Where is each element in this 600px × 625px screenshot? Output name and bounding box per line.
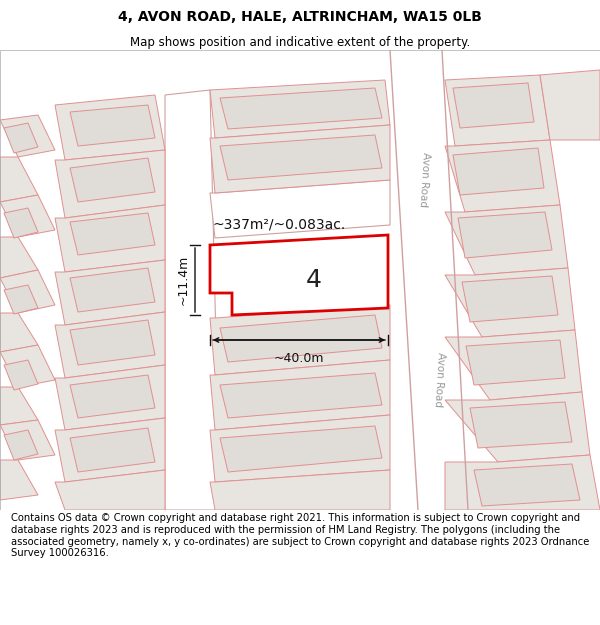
Polygon shape xyxy=(453,83,534,128)
Polygon shape xyxy=(445,75,550,146)
Polygon shape xyxy=(462,276,558,322)
Text: ~337m²/~0.083ac.: ~337m²/~0.083ac. xyxy=(212,218,346,232)
Polygon shape xyxy=(0,115,55,157)
Polygon shape xyxy=(445,455,600,510)
Polygon shape xyxy=(540,70,600,140)
Polygon shape xyxy=(210,180,390,238)
Polygon shape xyxy=(70,268,155,312)
Polygon shape xyxy=(0,270,55,313)
Polygon shape xyxy=(0,345,55,387)
Text: Avon Road: Avon Road xyxy=(433,352,446,408)
Polygon shape xyxy=(210,125,390,193)
Polygon shape xyxy=(55,150,165,218)
Text: 4, AVON ROAD, HALE, ALTRINCHAM, WA15 0LB: 4, AVON ROAD, HALE, ALTRINCHAM, WA15 0LB xyxy=(118,10,482,24)
Polygon shape xyxy=(70,158,155,202)
Polygon shape xyxy=(470,402,572,448)
Polygon shape xyxy=(220,315,382,362)
Polygon shape xyxy=(55,365,165,430)
Polygon shape xyxy=(55,260,165,325)
Polygon shape xyxy=(4,430,38,460)
Polygon shape xyxy=(220,88,382,129)
Polygon shape xyxy=(70,428,155,472)
Polygon shape xyxy=(70,213,155,255)
Polygon shape xyxy=(445,205,568,275)
Polygon shape xyxy=(70,320,155,365)
Polygon shape xyxy=(474,464,580,506)
Polygon shape xyxy=(55,205,165,272)
Text: ~40.0m: ~40.0m xyxy=(274,352,324,365)
Text: ~11.4m: ~11.4m xyxy=(176,255,190,305)
Polygon shape xyxy=(4,285,38,314)
Polygon shape xyxy=(210,235,388,315)
Polygon shape xyxy=(466,340,565,385)
Polygon shape xyxy=(445,140,560,212)
Polygon shape xyxy=(210,305,390,375)
Text: 4: 4 xyxy=(306,268,322,292)
Polygon shape xyxy=(4,123,38,153)
Polygon shape xyxy=(220,373,382,418)
Polygon shape xyxy=(55,470,165,510)
Polygon shape xyxy=(210,360,390,430)
Polygon shape xyxy=(70,375,155,418)
Polygon shape xyxy=(220,135,382,180)
Text: Avon Road: Avon Road xyxy=(418,152,431,208)
Polygon shape xyxy=(0,420,55,460)
Polygon shape xyxy=(0,237,38,278)
Polygon shape xyxy=(0,157,38,202)
Polygon shape xyxy=(4,208,38,238)
Polygon shape xyxy=(220,426,382,472)
Polygon shape xyxy=(210,415,390,482)
Polygon shape xyxy=(0,313,38,352)
Polygon shape xyxy=(0,460,38,500)
Polygon shape xyxy=(55,95,165,160)
Polygon shape xyxy=(445,330,582,400)
Polygon shape xyxy=(445,392,590,462)
Polygon shape xyxy=(0,195,55,237)
Polygon shape xyxy=(453,148,544,195)
Polygon shape xyxy=(0,387,38,425)
Text: Map shows position and indicative extent of the property.: Map shows position and indicative extent… xyxy=(130,36,470,49)
Polygon shape xyxy=(70,105,155,146)
Polygon shape xyxy=(4,360,38,390)
Polygon shape xyxy=(210,80,390,138)
Polygon shape xyxy=(210,470,390,510)
Polygon shape xyxy=(390,50,468,510)
Polygon shape xyxy=(445,268,575,337)
Polygon shape xyxy=(55,418,165,482)
Polygon shape xyxy=(458,212,552,258)
Text: Contains OS data © Crown copyright and database right 2021. This information is : Contains OS data © Crown copyright and d… xyxy=(11,514,589,558)
Polygon shape xyxy=(165,90,220,510)
Polygon shape xyxy=(55,312,165,378)
